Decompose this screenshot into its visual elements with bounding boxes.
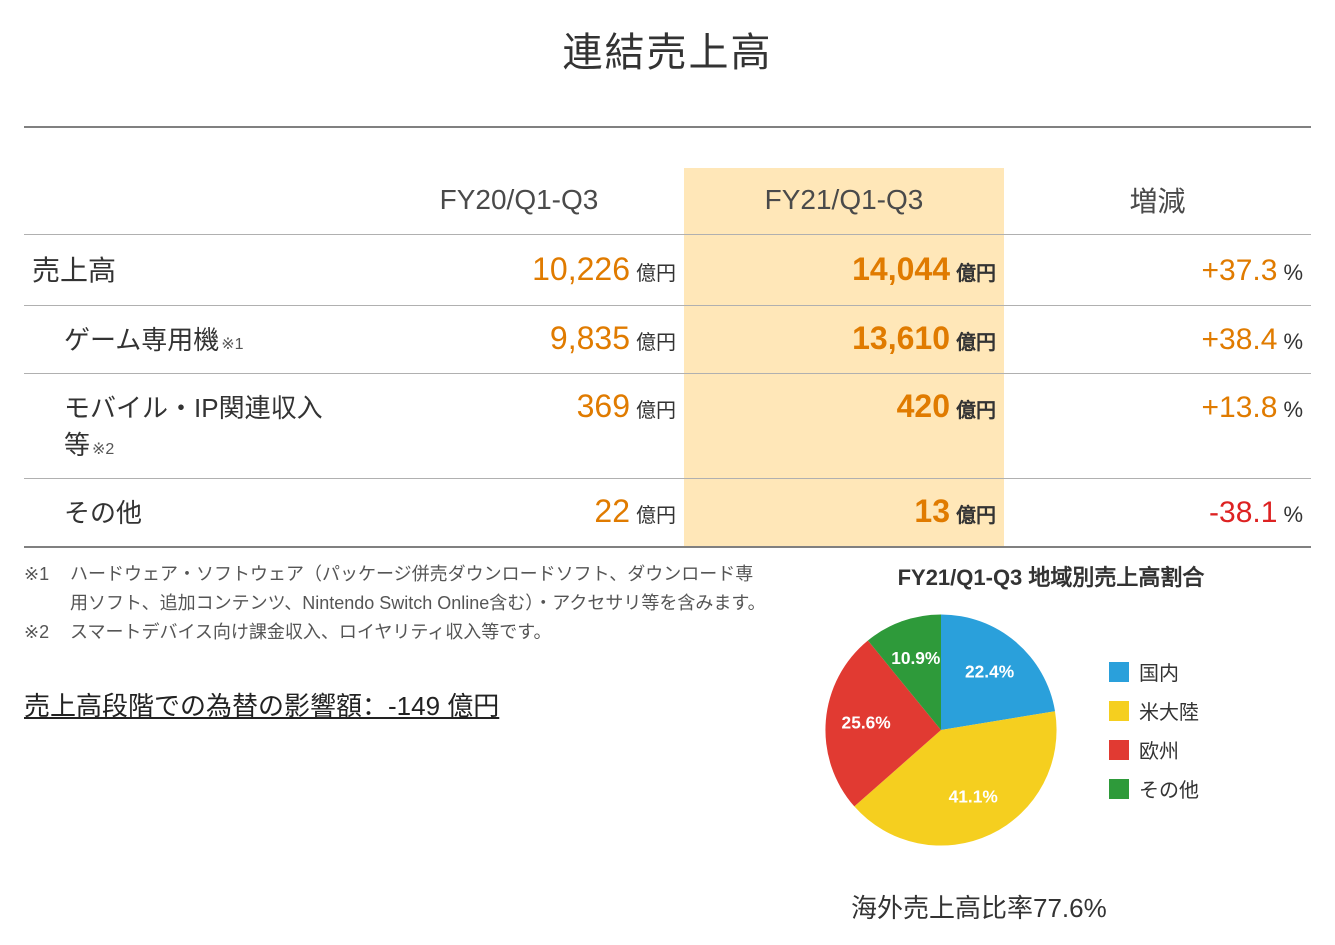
- footnotes: ※1 ハードウェア・ソフトウェア（パッケージ併売ダウンロードソフト、ダウンロード…: [24, 560, 767, 646]
- fy21-value: 420: [897, 388, 950, 424]
- row-label: 売上高: [24, 235, 354, 306]
- legend-item: その他: [1109, 774, 1199, 803]
- pct-label: %: [1283, 329, 1303, 354]
- overseas-ratio: 海外売上高比率77.6%: [791, 888, 1311, 925]
- header-blank: [24, 168, 354, 235]
- legend-item: 米大陸: [1109, 696, 1199, 725]
- fy20-value: 22: [594, 493, 630, 529]
- pie-slice-label: 41.1%: [949, 786, 998, 806]
- fy21-cell: 14,044 億円: [684, 235, 1004, 306]
- pie-slice-label: 25.6%: [842, 712, 891, 732]
- table-row: ゲーム専用機※1 9,835 億円 13,610 億円 +38.4%: [24, 306, 1311, 374]
- footnote-1-text: ハードウェア・ソフトウェア（パッケージ併売ダウンロードソフト、ダウンロード専用ソ…: [70, 560, 767, 618]
- pct-label: %: [1283, 260, 1303, 285]
- unit-label: 億円: [956, 400, 996, 422]
- pie-title: FY21/Q1-Q3 地域別売上高割合: [791, 560, 1311, 592]
- table-row: その他 22 億円 13 億円 -38.1%: [24, 479, 1311, 548]
- footnote-1: ※1 ハードウェア・ソフトウェア（パッケージ併売ダウンロードソフト、ダウンロード…: [24, 560, 767, 618]
- header-fy20: FY20/Q1-Q3: [354, 168, 684, 235]
- header-change: 増減: [1004, 168, 1311, 235]
- unit-label: 億円: [956, 332, 996, 354]
- legend-label: その他: [1139, 774, 1199, 803]
- fy21-cell: 13,610 億円: [684, 306, 1004, 374]
- change-cell: +38.4%: [1004, 306, 1311, 374]
- note-ref: ※1: [221, 336, 243, 353]
- table-row: モバイル・IP関連収入等※2 369 億円 420 億円 +13.8%: [24, 374, 1311, 479]
- legend-item: 国内: [1109, 657, 1199, 686]
- footnote-2-text: スマートデバイス向け課金収入、ロイヤリティ収入等です。: [70, 618, 552, 647]
- fy20-cell: 9,835 億円: [354, 306, 684, 374]
- legend-label: 国内: [1139, 657, 1179, 686]
- pie-column: FY21/Q1-Q3 地域別売上高割合 22.4% 41.1% 25.6% 10.9%…: [791, 560, 1311, 925]
- unit-label: 億円: [636, 400, 676, 422]
- legend-label: 欧州: [1139, 735, 1179, 764]
- row-label: その他: [24, 479, 354, 548]
- change-value: +13.8: [1202, 391, 1278, 424]
- pct-label: %: [1283, 502, 1303, 527]
- row-label: モバイル・IP関連収入等※2: [24, 374, 354, 479]
- footnote-2: ※2 スマートデバイス向け課金収入、ロイヤリティ収入等です。: [24, 618, 767, 647]
- unit-label: 億円: [956, 263, 996, 285]
- pct-label: %: [1283, 397, 1303, 422]
- legend-swatch: [1109, 740, 1129, 760]
- note-ref: ※2: [92, 441, 114, 458]
- row-label: ゲーム専用機※1: [24, 306, 354, 374]
- pie-legend: 国内米大陸欧州その他: [1109, 647, 1199, 813]
- fy21-cell: 420 億円: [684, 374, 1004, 479]
- unit-label: 億円: [636, 263, 676, 285]
- change-cell: +13.8%: [1004, 374, 1311, 479]
- legend-swatch: [1109, 779, 1129, 799]
- footnote-2-mark: ※2: [24, 618, 70, 647]
- region-pie-chart: 22.4% 41.1% 25.6% 10.9%: [791, 600, 1091, 860]
- change-cell: +37.3%: [1004, 235, 1311, 306]
- change-value: -38.1: [1209, 496, 1277, 529]
- change-value: +37.3: [1202, 254, 1278, 287]
- footnotes-column: ※1 ハードウェア・ソフトウェア（パッケージ併売ダウンロードソフト、ダウンロード…: [24, 560, 791, 723]
- legend-swatch: [1109, 701, 1129, 721]
- fy21-value: 13: [914, 493, 950, 529]
- pie-slice-label: 22.4%: [965, 661, 1014, 681]
- sales-table: FY20/Q1-Q3 FY21/Q1-Q3 増減 売上高10,226億円14,0…: [24, 168, 1311, 548]
- fy20-cell: 22 億円: [354, 479, 684, 548]
- unit-label: 億円: [636, 505, 676, 527]
- fy21-value: 14,044: [852, 251, 950, 287]
- page-title: 連結売上高: [24, 20, 1311, 86]
- fy20-cell: 10,226 億円: [354, 235, 684, 306]
- legend-item: 欧州: [1109, 735, 1199, 764]
- fy20-cell: 369 億円: [354, 374, 684, 479]
- header-fy21: FY21/Q1-Q3: [684, 168, 1004, 235]
- change-cell: -38.1%: [1004, 479, 1311, 548]
- unit-label: 億円: [956, 505, 996, 527]
- fy20-value: 369: [577, 388, 630, 424]
- title-divider: [24, 126, 1311, 128]
- change-value: +38.4: [1202, 323, 1278, 356]
- fy21-cell: 13 億円: [684, 479, 1004, 548]
- unit-label: 億円: [636, 332, 676, 354]
- table-header-row: FY20/Q1-Q3 FY21/Q1-Q3 増減: [24, 168, 1311, 235]
- fy21-value: 13,610: [852, 320, 950, 356]
- legend-label: 米大陸: [1139, 696, 1199, 725]
- fy20-value: 10,226: [532, 251, 630, 287]
- legend-swatch: [1109, 662, 1129, 682]
- fy20-value: 9,835: [550, 320, 630, 356]
- pie-slice-label: 10.9%: [891, 648, 940, 668]
- footnote-1-mark: ※1: [24, 560, 70, 618]
- table-row: 売上高 10,226 億円 14,044 億円 +37.3%: [24, 235, 1311, 306]
- fx-impact-line: 売上高段階での為替の影響額：-149 億円: [24, 686, 767, 723]
